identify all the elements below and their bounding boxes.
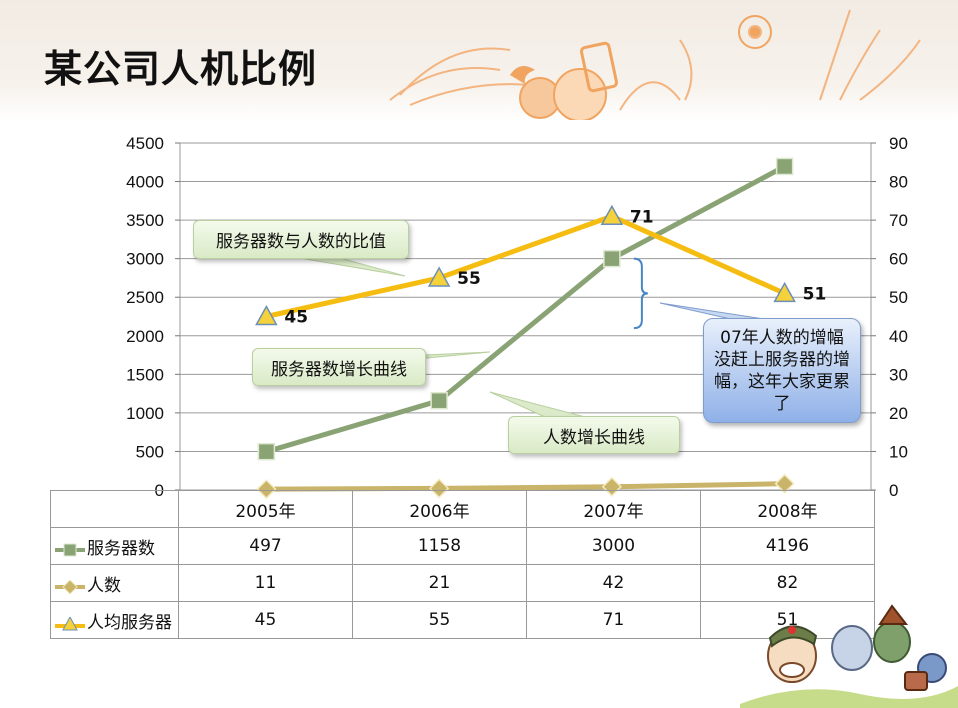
y-right-tick-label: 40	[889, 327, 908, 346]
table-cell: 11	[178, 564, 353, 602]
page-title: 某公司人机比例	[44, 47, 318, 91]
table-header-row: 2005年 2006年 2007年 2008年	[50, 490, 875, 528]
table-cell: 71	[526, 601, 701, 639]
ratio-point	[600, 204, 624, 226]
table-cell: 21	[352, 564, 527, 602]
y-left-tick-label: 1500	[126, 365, 164, 384]
y-right-tick-label: 90	[889, 134, 908, 153]
legend-key-people	[55, 578, 85, 595]
y-left-tick-label: 2500	[126, 288, 164, 307]
ratio-data-label: 55	[457, 269, 481, 289]
y-left-tick-label: 3500	[126, 211, 164, 230]
row-header-people: 人数	[50, 564, 179, 602]
row-header-servers: 服务器数	[50, 527, 179, 565]
legend-key-servers	[55, 542, 85, 556]
y-right-tick-label: 20	[889, 404, 908, 423]
ratio-data-label: 71	[630, 207, 654, 227]
servers-point	[430, 391, 448, 410]
table-corner-cell	[50, 490, 179, 528]
series-line-servers	[265, 164, 786, 455]
row-label: 人均服务器	[87, 612, 172, 633]
bracket-indicator	[633, 257, 648, 330]
phone-icon	[579, 41, 619, 93]
callout-ratio: 服务器数与人数的比值	[193, 220, 409, 259]
y-right-tick-label: 10	[889, 442, 908, 461]
table-cell: 3000	[526, 527, 701, 565]
y-right-tick-label: 50	[889, 288, 908, 307]
series-line-ratio	[265, 213, 786, 319]
ratio-data-label: 45	[284, 308, 308, 328]
row-label: 服务器数	[87, 538, 155, 559]
table-cell: 82	[700, 564, 875, 602]
table-cell: 45	[178, 601, 353, 639]
servers-point	[603, 249, 621, 268]
slide-header: 某公司人机比例	[0, 0, 958, 120]
y-left-tick-label: 4000	[126, 173, 164, 192]
y-left-tick-label: 2000	[126, 327, 164, 346]
table-cell: 497	[178, 527, 353, 565]
ratio-point	[255, 304, 278, 326]
row-label: 人数	[87, 575, 121, 596]
table-cell: 42	[526, 564, 701, 602]
flower-decoration-icon	[389, 9, 921, 120]
row-header-ratio: 人均服务器	[50, 601, 179, 639]
table-col-header: 2007年	[526, 490, 701, 528]
ratio-data-label: 51	[803, 284, 827, 304]
legend-key-ratio	[55, 615, 85, 630]
bird-icon	[510, 66, 535, 84]
y-left-tick-label: 4500	[126, 134, 164, 153]
y-left-tick-label: 500	[136, 442, 164, 461]
table-row: 人数 11 21 42 82	[50, 564, 875, 602]
table-cell: 1158	[352, 527, 527, 565]
table-row: 服务器数 497 1158 3000 4196	[50, 527, 875, 565]
table-cell: 4196	[700, 527, 875, 565]
y-right-tick-label: 0	[889, 481, 898, 500]
servers-point	[257, 442, 276, 461]
table-row: 人均服务器 45 55 71 51	[50, 601, 875, 639]
callout-note: 07年人数的增幅没赶上服务器的增幅，这年大家更累了	[703, 318, 861, 423]
y-right-tick-label: 70	[889, 211, 908, 230]
table-col-header: 2006年	[352, 490, 527, 528]
ratio-point	[427, 266, 451, 287]
y-right-tick-label: 60	[889, 250, 908, 269]
data-table: 2005年 2006年 2007年 2008年 服务器数 497 1158 30…	[50, 490, 875, 639]
callout-servers: 服务器数增长曲线	[252, 348, 426, 386]
table-col-header: 2005年	[178, 490, 353, 528]
series-line-people	[266, 481, 785, 492]
servers-point	[775, 157, 794, 176]
table-col-header: 2008年	[700, 490, 875, 528]
y-right-tick-label: 80	[889, 173, 908, 192]
y-left-tick-label: 1000	[126, 404, 164, 423]
y-left-tick-label: 3000	[126, 250, 164, 269]
ratio-point	[773, 281, 796, 303]
callout-tail	[299, 257, 406, 277]
cartoon-mascot-icon	[740, 604, 958, 708]
y-right-tick-label: 30	[889, 365, 908, 384]
callout-people: 人数增长曲线	[508, 416, 680, 454]
table-cell: 55	[352, 601, 527, 639]
